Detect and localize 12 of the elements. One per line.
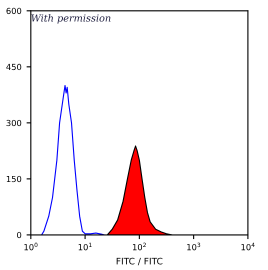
x-tick-label: 10$^{2}$ bbox=[132, 242, 146, 250]
y-tick-label: 600 bbox=[6, 8, 22, 14]
x-tick-label: 10$^{3}$ bbox=[187, 242, 200, 250]
annotation: With permission bbox=[31, 14, 110, 24]
x-tick-label: 10$^{1}$ bbox=[78, 242, 92, 250]
y-tick-label: 150 bbox=[6, 176, 22, 182]
x-axis-title: FITC / FITC bbox=[116, 258, 162, 266]
x-tick-label: 10$^{0}$ bbox=[24, 242, 38, 250]
y-tick-label: 450 bbox=[6, 64, 22, 70]
y-tick-label: 0 bbox=[17, 232, 22, 238]
x-tick-label: 10$^{4}$ bbox=[241, 242, 255, 250]
y-tick-label: 300 bbox=[6, 120, 22, 126]
